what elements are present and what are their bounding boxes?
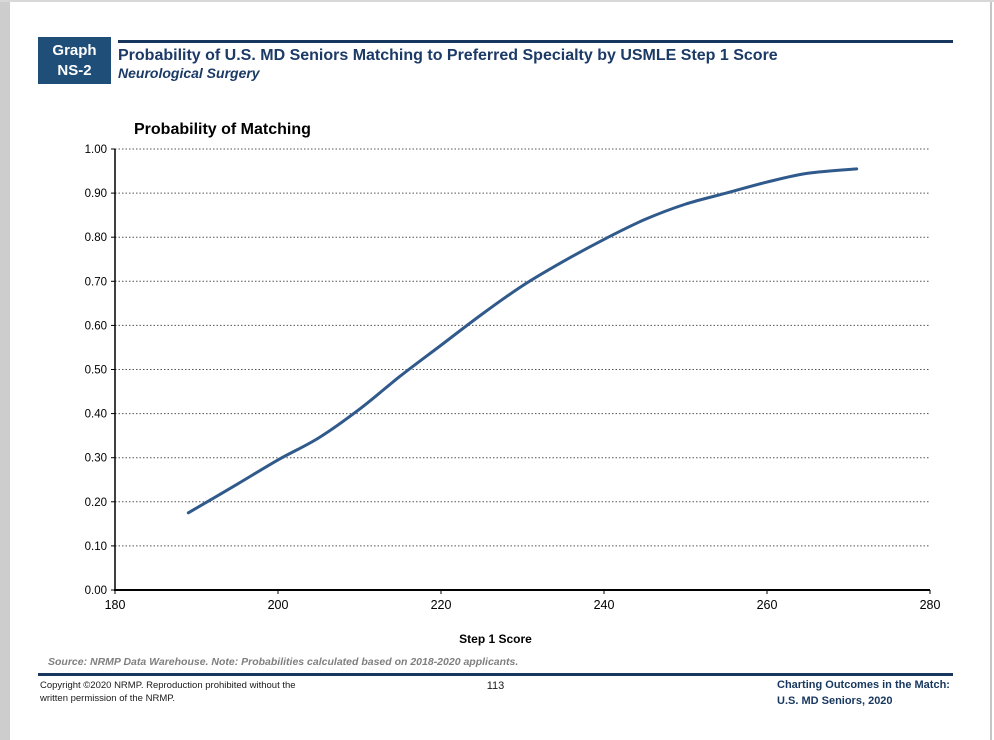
chart-title: Probability of Matching [134, 121, 311, 138]
header-rule [118, 40, 953, 43]
y-axis-tick-label: 0.50 [85, 365, 107, 377]
y-axis-tick-label: 1.00 [85, 144, 107, 156]
y-axis-tick-label: 0.30 [85, 453, 107, 465]
page-left-edge [0, 2, 10, 740]
page-right-edge [990, 2, 992, 740]
copyright-notice: Copyright ©2020 NRMP. Reproduction prohi… [40, 680, 296, 706]
copyright-line2: written permission of the NRMP. [40, 692, 175, 704]
y-axis-tick-label: 0.60 [85, 320, 107, 332]
page-title: Probability of U.S. MD Seniors Matching … [118, 47, 778, 64]
x-axis-tick-label: 260 [757, 598, 778, 612]
copyright-line1: Copyright ©2020 NRMP. Reproduction prohi… [40, 680, 296, 691]
x-axis-title: Step 1 Score [459, 632, 532, 646]
x-axis-tick-label: 280 [920, 598, 941, 612]
footer-rule [38, 673, 953, 676]
x-axis-tick-label: 220 [431, 598, 452, 612]
probability-curve [186, 167, 859, 515]
y-axis-tick-label: 0.10 [85, 541, 107, 553]
graph-badge-line1: Graph [52, 42, 97, 59]
x-axis-tick-label: 200 [268, 598, 289, 612]
publication-line1: Charting Outcomes in the Match: [777, 679, 950, 691]
publication-line2: U.S. MD Seniors, 2020 [777, 694, 893, 707]
y-axis-tick-label: 0.40 [85, 409, 107, 421]
x-axis-tick-label: 180 [105, 598, 126, 612]
y-axis-tick-label: 0.00 [85, 585, 107, 597]
publication-title: Charting Outcomes in the Match: U.S. MD … [777, 678, 950, 710]
y-axis-tick-label: 0.20 [85, 497, 107, 509]
graph-badge-line2: NS-2 [57, 61, 92, 79]
y-axis-tick-label: 0.70 [85, 276, 107, 288]
graph-badge: Graph NS-2 [38, 37, 111, 84]
page-number: 113 [486, 680, 505, 692]
y-axis-tick-label: 0.90 [85, 188, 107, 200]
y-axis-tick-label: 0.80 [85, 232, 107, 244]
x-axis-tick-label: 240 [594, 598, 615, 612]
page-subtitle: Neurological Surgery [118, 65, 260, 81]
source-note: Source: NRMP Data Warehouse. Note: Proba… [48, 656, 519, 668]
